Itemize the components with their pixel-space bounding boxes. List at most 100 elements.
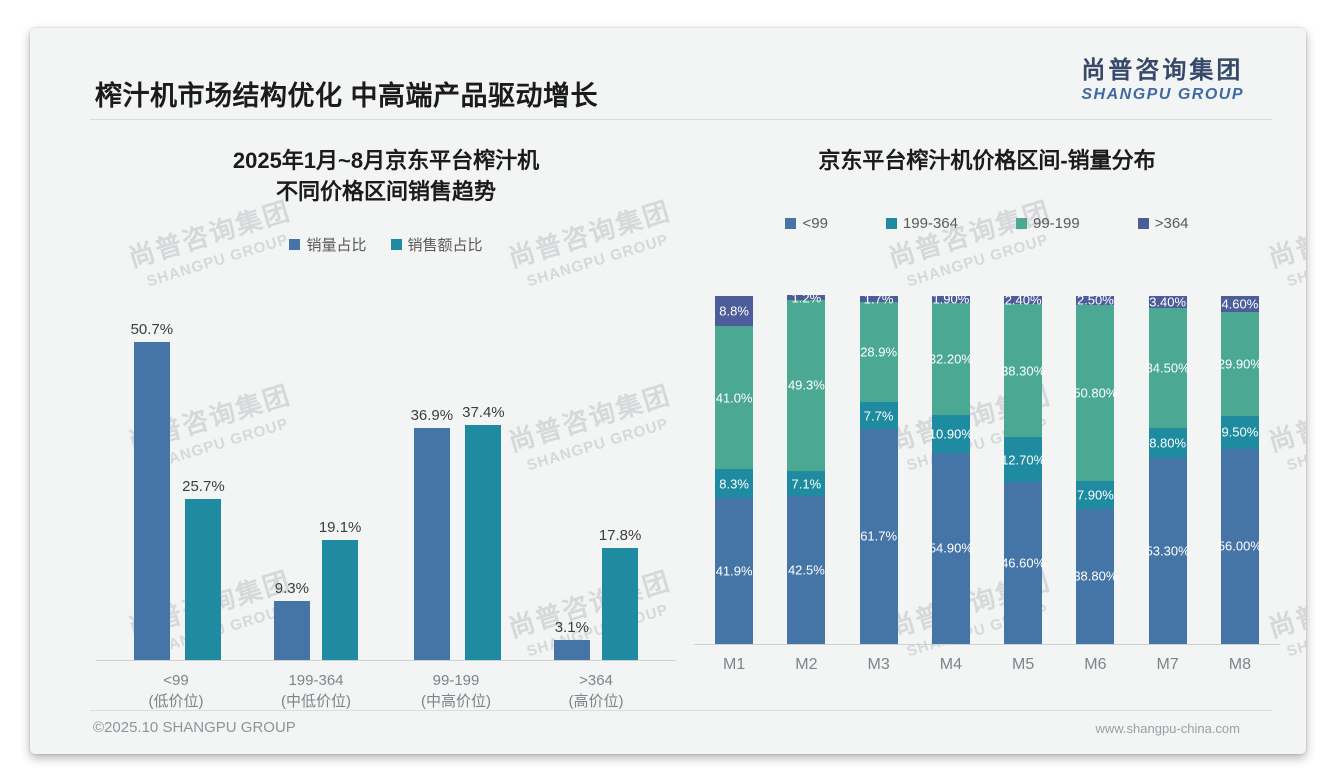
bar-wrapper: 9.3% xyxy=(273,580,310,660)
segment-label: 32.20% xyxy=(928,351,973,367)
bar xyxy=(322,539,359,660)
bar-group: 3.1% 17.8% xyxy=(553,527,642,660)
stacked-segment: 7.7% xyxy=(859,402,898,430)
category-tier: (中高价位) xyxy=(421,693,491,711)
stacked-bar: 42.5% 7.1% 49.3% 1.2% xyxy=(787,290,826,644)
bar-group: 50.7% 25.7% xyxy=(131,321,225,660)
segment-label: 41.9% xyxy=(715,563,753,579)
bar xyxy=(273,601,310,660)
segment-label: 1.2% xyxy=(791,290,822,306)
legend-item: 销量占比 xyxy=(289,234,367,255)
left-chart-categories: <99 (低价位) 199-364 (中低价位) 99-199 (中高价位) >364 (高价… xyxy=(96,670,676,714)
bar-value-label: 25.7% xyxy=(182,477,225,495)
bar-value-label: 37.4% xyxy=(462,404,505,422)
stacked-segment: 7.1% xyxy=(787,471,826,496)
legend-swatch xyxy=(885,217,897,229)
right-chart-categories: M1 M2 M3 M4 M5 M6 M7 M8 xyxy=(694,656,1280,674)
category-label: 99-199 (中高价位) xyxy=(386,670,526,714)
month-label: M6 xyxy=(1084,655,1107,673)
stacked-segment: 1.90% xyxy=(931,292,970,307)
stacked-segment: 2.40% xyxy=(1004,292,1043,307)
stacked-segment: 61.7% xyxy=(859,429,898,644)
stacked-segment: 3.40% xyxy=(1148,294,1187,310)
stacked-segment: 9.50% xyxy=(1220,415,1259,449)
segment-label: 1.7% xyxy=(863,291,894,307)
right-chart-plot: 41.9% 8.3% 41.0% 8.8% 42.5% 7.1% 49.3% 1.2% 61.7… xyxy=(694,290,1280,645)
left-chart-title-line1: 2025年1月~8月京东平台榨汁机 xyxy=(232,148,540,173)
stacked-segment: 38.80% xyxy=(1073,508,1118,644)
segment-label: 41.0% xyxy=(715,390,753,406)
legend-swatch xyxy=(1016,217,1027,229)
category-range: >364 xyxy=(579,671,613,689)
stacked-bar-chart: 京东平台榨汁机价格区间-销量分布 <99 199-364 99-199 >364 41… xyxy=(694,140,1280,674)
legend-item: 销售额占比 xyxy=(390,234,483,255)
right-chart-legend: <99 199-364 99-199 >364 xyxy=(694,215,1280,232)
bar xyxy=(413,428,450,660)
legend-swatch xyxy=(1137,217,1149,229)
segment-label: 29.90% xyxy=(1217,356,1262,372)
segment-label: 10.90% xyxy=(928,426,973,442)
segment-label: 54.90% xyxy=(928,540,973,556)
legend-label: 销量占比 xyxy=(306,236,367,254)
segment-label: 50.80% xyxy=(1073,385,1118,401)
stacked-segment: 32.20% xyxy=(928,302,973,415)
bar xyxy=(553,640,590,660)
left-chart-legend: 销量占比 销售额占比 xyxy=(96,234,676,255)
bar-value-label: 17.8% xyxy=(598,527,642,544)
category-label: >364 (高价位) xyxy=(526,670,666,714)
segment-label: 7.1% xyxy=(791,476,822,492)
footer-copyright: ©2025.10 SHANGPU GROUP xyxy=(93,719,296,736)
segment-label: 7.7% xyxy=(863,408,894,424)
stacked-bar: 46.60% 12.70% 38.30% 2.40% xyxy=(1001,292,1046,644)
segment-label: 3.40% xyxy=(1149,294,1187,310)
category-tier: (中低价位) xyxy=(281,693,351,711)
bar-value-label: 19.1% xyxy=(318,518,362,536)
stacked-segment: 42.5% xyxy=(787,495,826,644)
bar xyxy=(133,341,170,660)
bar-group: 36.9% 37.4% xyxy=(411,404,505,660)
legend-swatch xyxy=(785,217,797,229)
segment-label: 8.80% xyxy=(1149,435,1187,451)
segment-label: 9.50% xyxy=(1221,424,1259,440)
bar-value-label: 3.1% xyxy=(554,619,589,637)
bar-wrapper: 19.1% xyxy=(318,518,362,660)
stacked-segment: 1.2% xyxy=(787,290,826,305)
segment-label: 56.00% xyxy=(1217,538,1262,554)
category-range: 199-364 xyxy=(288,671,344,689)
category-label: <99 (低价位) xyxy=(106,670,246,714)
segment-label: 8.3% xyxy=(719,476,749,492)
stacked-bar: 53.30% 8.80% 34.50% 3.40% xyxy=(1145,294,1190,644)
month-label: M5 xyxy=(1012,655,1035,673)
segment-label: 61.7% xyxy=(860,528,898,544)
segment-label: 46.60% xyxy=(1001,555,1046,571)
legend-label: 销售额占比 xyxy=(407,236,483,254)
segment-label: 38.80% xyxy=(1073,568,1118,584)
month-label: M1 xyxy=(723,655,746,673)
legend-item: 99-199 xyxy=(1016,215,1080,232)
segment-label: 2.50% xyxy=(1076,292,1114,308)
legend-label: >364 xyxy=(1154,214,1189,232)
month-label: M3 xyxy=(867,655,890,673)
segment-label: 42.5% xyxy=(787,562,825,578)
legend-label: 199-364 xyxy=(902,214,958,232)
segment-label: 7.90% xyxy=(1076,487,1114,503)
bar-wrapper: 50.7% xyxy=(130,320,174,660)
category-label: 199-364 (中低价位) xyxy=(246,670,386,714)
bar-wrapper: 25.7% xyxy=(182,478,225,660)
bar-wrapper: 36.9% xyxy=(411,407,453,660)
bar-value-label: 9.3% xyxy=(274,580,309,598)
stacked-segment: 38.30% xyxy=(1001,304,1045,438)
segment-label: 53.30% xyxy=(1145,543,1190,559)
legend-swatch xyxy=(390,238,402,250)
month-label: M8 xyxy=(1228,655,1251,673)
stacked-segment: 1.7% xyxy=(859,291,898,306)
grouped-bar-chart: 2025年1月~8月京东平台榨汁机 不同价格区间销售趋势 销量占比 销售额占比 5… xyxy=(96,140,676,713)
left-chart-plot: 50.7% 25.7% 9.3% 19.1% 36.9% 37.4% 3.1% 17.8% xyxy=(96,321,676,661)
company-logo: 尚普咨询集团 SHANGPU GROUP xyxy=(1081,50,1244,104)
legend-swatch xyxy=(289,238,301,250)
stacked-segment: 29.90% xyxy=(1217,311,1262,416)
stacked-segment: 12.70% xyxy=(1001,437,1045,482)
stacked-segment: 41.0% xyxy=(715,326,754,470)
bar-value-label: 50.7% xyxy=(130,320,174,338)
legend-item: 199-364 xyxy=(885,214,958,232)
